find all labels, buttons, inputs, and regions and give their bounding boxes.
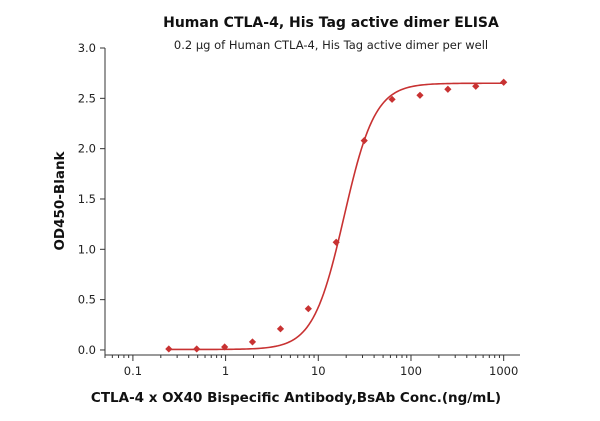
chart-title: Human CTLA-4, His Tag active dimer ELISA <box>163 15 499 31</box>
data-point <box>416 91 424 99</box>
data-point <box>332 238 340 246</box>
data-point <box>360 137 368 145</box>
data-point <box>165 345 173 353</box>
data-point <box>193 345 201 353</box>
x-tick-label: 1000 <box>489 364 518 378</box>
data-points <box>165 78 508 353</box>
x-tick-label: 10 <box>311 364 326 378</box>
x-tick-label: 0.1 <box>124 364 142 378</box>
x-axis: 0.1 1 10 100 1000 <box>104 354 520 378</box>
y-tick-label: 1.5 <box>78 192 96 206</box>
y-ticks: 0.0 0.5 1.0 1.5 2.0 2.5 3.0 <box>78 41 105 357</box>
data-point <box>472 82 480 90</box>
fit-curve <box>168 82 504 351</box>
y-axis: 0.0 0.5 1.0 1.5 2.0 2.5 3.0 <box>78 41 106 357</box>
x-axis-label: CTLA-4 x OX40 Bispecific Antibody,BsAb C… <box>91 390 501 406</box>
data-point <box>248 338 257 346</box>
x-tick-label: 1 <box>222 364 229 378</box>
y-tick-label: 2.5 <box>78 91 96 105</box>
x-ticks: 0.1 1 10 100 1000 <box>104 355 518 378</box>
y-tick-label: 0.0 <box>78 343 96 357</box>
data-point <box>500 78 508 86</box>
data-point <box>444 85 452 93</box>
data-point <box>276 325 285 333</box>
y-axis-label: OD450-Blank <box>52 150 68 250</box>
x-tick-label: 100 <box>400 364 422 378</box>
data-point <box>304 305 312 313</box>
y-tick-label: 1.0 <box>78 242 96 256</box>
y-tick-label: 2.0 <box>78 142 96 156</box>
y-tick-label: 0.5 <box>78 293 96 307</box>
y-tick-label: 3.0 <box>78 41 96 55</box>
data-point <box>388 95 396 103</box>
chart-subtitle: 0.2 µg of Human CTLA-4, His Tag active d… <box>174 38 488 52</box>
data-point <box>221 343 229 351</box>
